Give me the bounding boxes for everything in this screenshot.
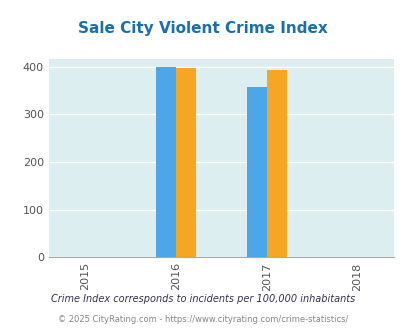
Bar [266, 70, 286, 257]
Bar [175, 68, 195, 257]
Text: Sale City Violent Crime Index: Sale City Violent Crime Index [78, 21, 327, 36]
Text: © 2025 CityRating.com - https://www.cityrating.com/crime-statistics/: © 2025 CityRating.com - https://www.city… [58, 315, 347, 324]
Text: Crime Index corresponds to incidents per 100,000 inhabitants: Crime Index corresponds to incidents per… [51, 294, 354, 304]
Bar [156, 67, 175, 257]
Bar [246, 86, 266, 257]
